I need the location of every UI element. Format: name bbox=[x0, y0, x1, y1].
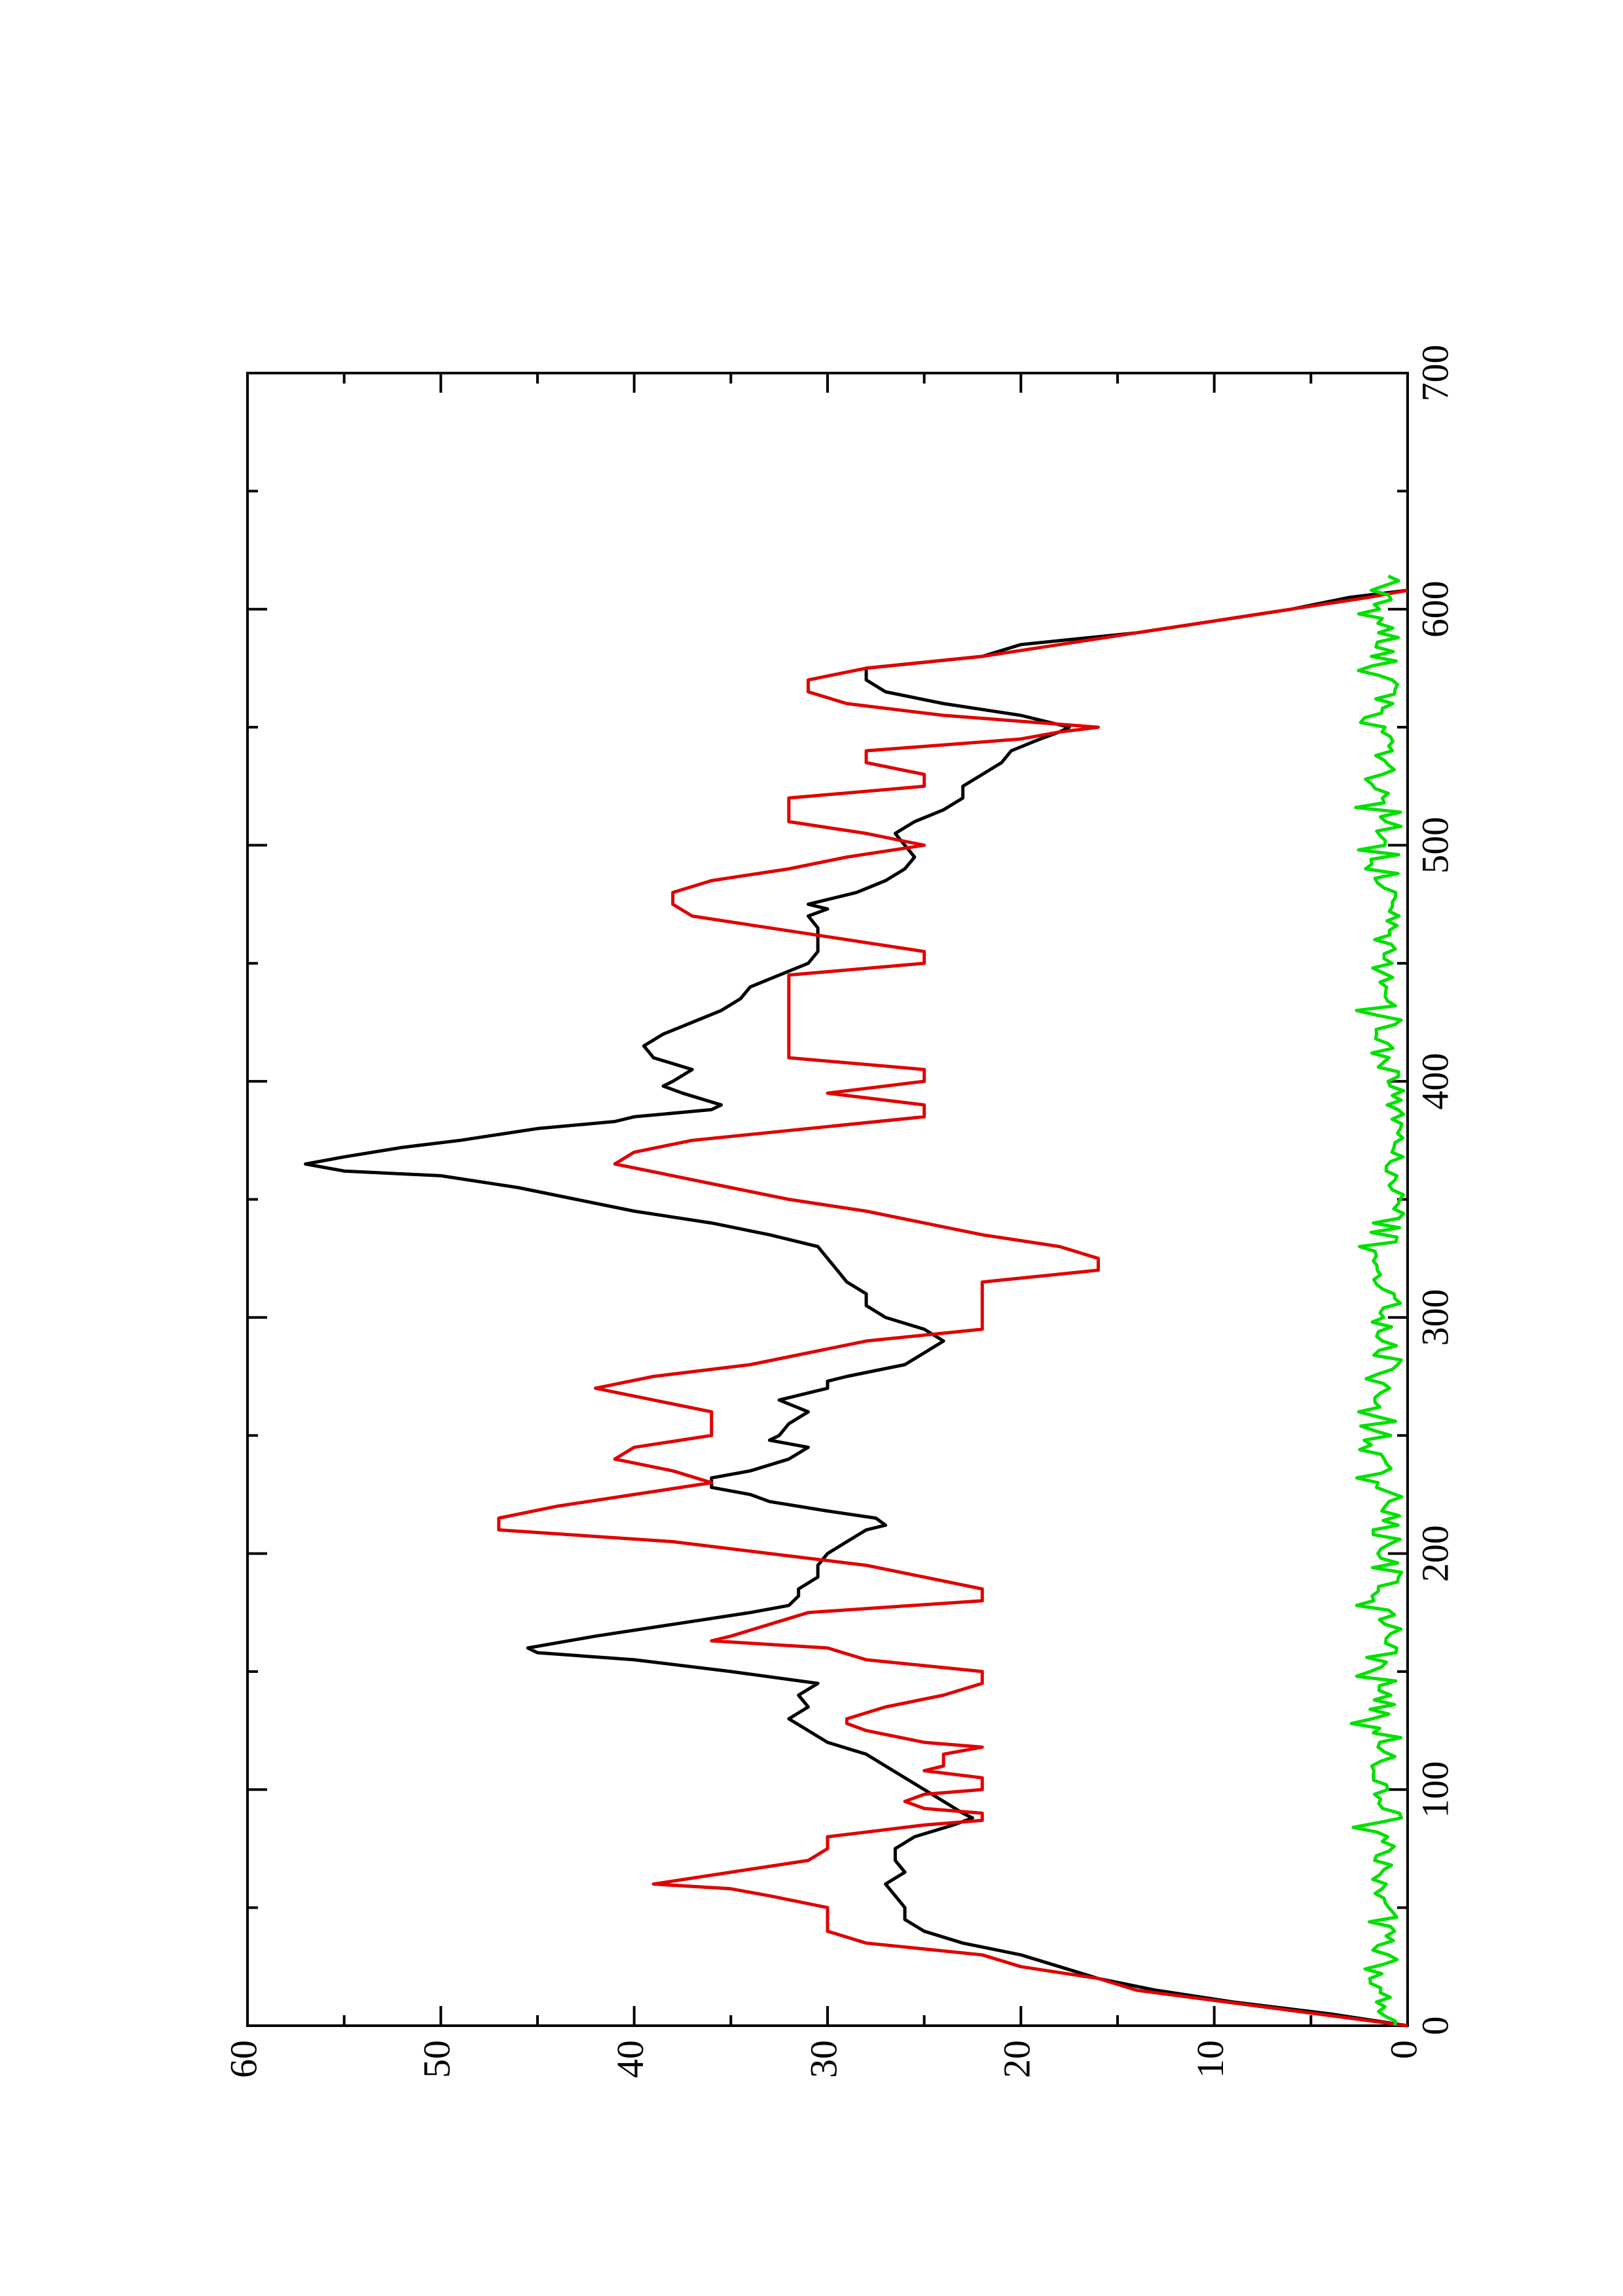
x-tick-label: 100 bbox=[1413, 1761, 1456, 1818]
tick-labels: 0 100 200 300 400 500 600 700 0 10 20 30 40 50 60 bbox=[222, 345, 1456, 2079]
x-tick-label: 200 bbox=[1413, 1525, 1456, 1582]
x-tick-label: 300 bbox=[1413, 1289, 1456, 1346]
y-tick-label: 10 bbox=[1189, 2040, 1231, 2078]
x-tick-label: 0 bbox=[1413, 2017, 1456, 2036]
y-tick-label: 40 bbox=[609, 2040, 651, 2078]
y-tick-label: 50 bbox=[416, 2040, 458, 2078]
series-line-2 bbox=[497, 588, 1408, 2028]
y-tick-label: 20 bbox=[996, 2040, 1038, 2078]
rotated-plot bbox=[246, 372, 1409, 2028]
x-tick-label: 700 bbox=[1413, 345, 1456, 402]
series-layer bbox=[304, 574, 1408, 2028]
x-tick-label: 400 bbox=[1413, 1053, 1456, 1110]
axis-ticks bbox=[246, 372, 1409, 2027]
x-tick-label: 600 bbox=[1413, 581, 1456, 637]
y-tick-label: 30 bbox=[802, 2040, 845, 2078]
series-line-1 bbox=[304, 588, 1408, 2028]
x-tick-label: 500 bbox=[1413, 817, 1456, 874]
y-tick-label: 0 bbox=[1382, 2040, 1425, 2059]
y-tick-label: 60 bbox=[222, 2040, 264, 2078]
series-line-3 bbox=[1349, 574, 1406, 2026]
